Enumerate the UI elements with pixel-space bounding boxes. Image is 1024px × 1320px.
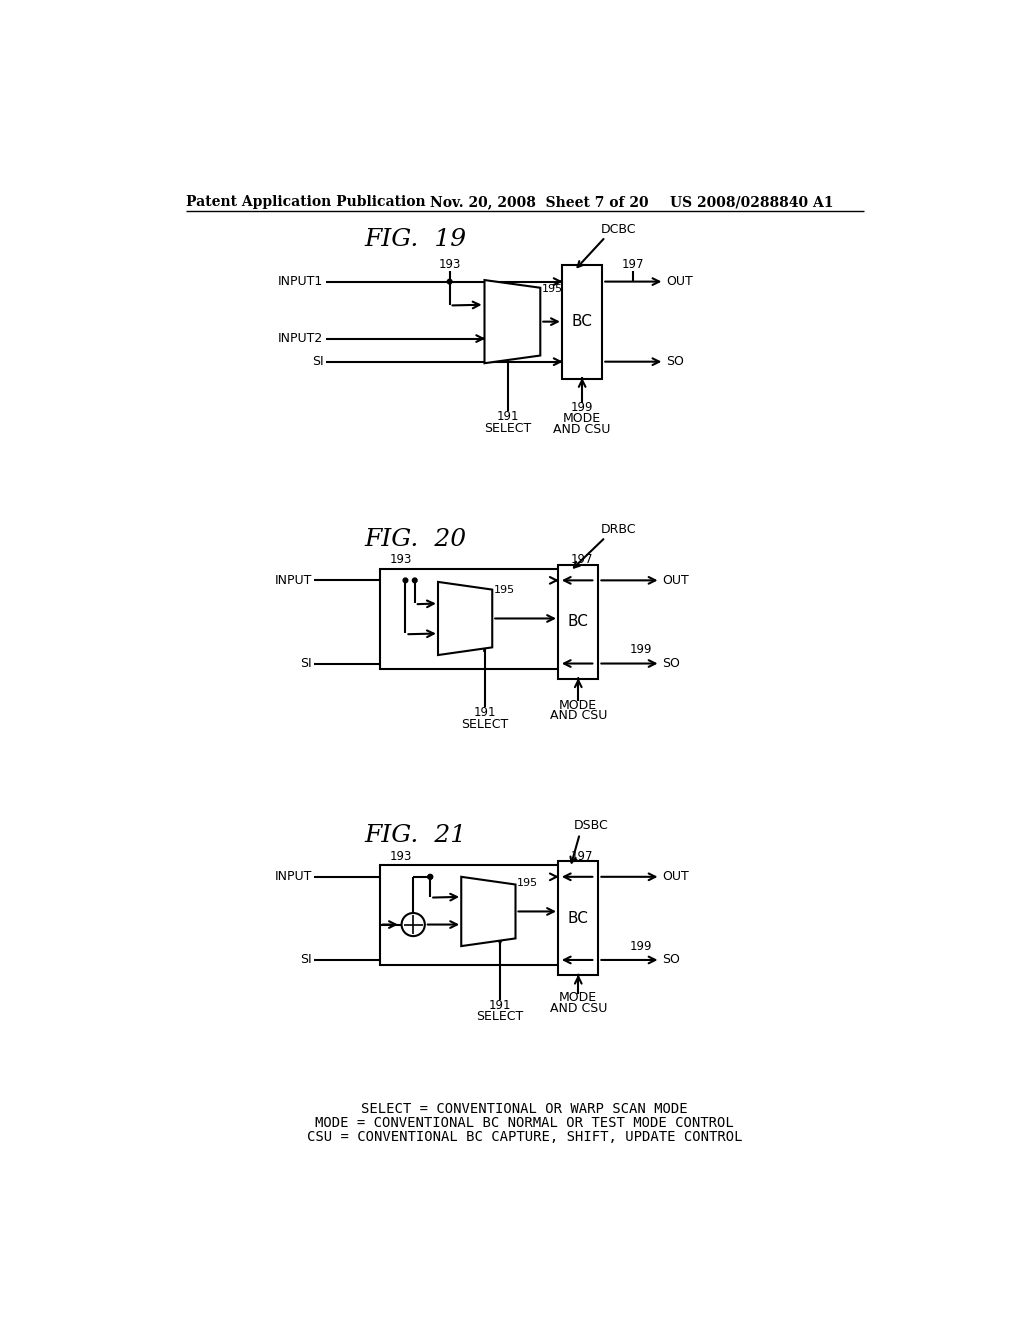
Text: SI: SI xyxy=(300,953,311,966)
Text: FIG.  21: FIG. 21 xyxy=(365,825,467,847)
Text: FIG.  20: FIG. 20 xyxy=(365,528,467,550)
Text: SO: SO xyxy=(666,355,684,368)
Text: 195: 195 xyxy=(517,878,539,888)
Text: 195: 195 xyxy=(542,284,563,294)
Text: 197: 197 xyxy=(622,259,644,271)
Text: 193: 193 xyxy=(389,850,412,862)
Text: SO: SO xyxy=(662,953,680,966)
Text: 199: 199 xyxy=(571,400,593,413)
Text: MODE: MODE xyxy=(559,698,597,711)
Circle shape xyxy=(428,875,432,879)
Bar xyxy=(380,866,597,965)
Bar xyxy=(558,565,598,678)
Text: DRBC: DRBC xyxy=(601,523,636,536)
Bar xyxy=(562,264,602,379)
Text: SELECT: SELECT xyxy=(461,718,508,731)
Text: 199: 199 xyxy=(630,940,652,953)
Text: MUX: MUX xyxy=(475,904,507,919)
Text: OUT: OUT xyxy=(662,574,689,587)
Polygon shape xyxy=(438,582,493,655)
Text: INPUT: INPUT xyxy=(274,870,311,883)
Text: SO: SO xyxy=(662,657,680,671)
Text: 191: 191 xyxy=(488,999,511,1012)
Text: AND CSU: AND CSU xyxy=(550,1002,607,1015)
Text: IN1: IN1 xyxy=(464,892,483,902)
Text: IN2: IN2 xyxy=(488,334,507,343)
Circle shape xyxy=(403,578,408,582)
Text: MUX: MUX xyxy=(499,314,530,329)
Text: IN1: IN1 xyxy=(441,598,460,609)
Text: US 2008/0288840 A1: US 2008/0288840 A1 xyxy=(671,195,834,210)
Text: BC: BC xyxy=(568,911,589,925)
Text: SELECT: SELECT xyxy=(484,422,531,436)
Text: OUT: OUT xyxy=(662,870,689,883)
Text: SELECT: SELECT xyxy=(476,1010,523,1023)
Text: Patent Application Publication: Patent Application Publication xyxy=(186,195,426,210)
Text: 193: 193 xyxy=(438,259,461,271)
Text: BC: BC xyxy=(571,314,593,329)
Text: 199: 199 xyxy=(630,643,652,656)
Text: Nov. 20, 2008  Sheet 7 of 20: Nov. 20, 2008 Sheet 7 of 20 xyxy=(430,195,649,210)
Text: IN2: IN2 xyxy=(441,628,460,639)
Text: MODE: MODE xyxy=(563,412,601,425)
Text: DSBC: DSBC xyxy=(573,820,608,833)
Text: 197: 197 xyxy=(570,850,593,862)
Bar xyxy=(558,862,598,975)
Bar xyxy=(380,569,597,669)
Text: SELECT = CONVENTIONAL OR WARP SCAN MODE: SELECT = CONVENTIONAL OR WARP SCAN MODE xyxy=(361,1102,688,1117)
Text: 191: 191 xyxy=(473,706,496,719)
Circle shape xyxy=(413,578,417,582)
Text: OUT: OUT xyxy=(666,275,692,288)
Text: 191: 191 xyxy=(497,409,519,422)
Text: 193: 193 xyxy=(389,553,412,566)
Text: FIG.  19: FIG. 19 xyxy=(365,228,467,251)
Text: IN1: IN1 xyxy=(488,300,507,310)
Text: MUX: MUX xyxy=(452,611,483,626)
Text: CSU = CONVENTIONAL BC CAPTURE, SHIFT, UPDATE CONTROL: CSU = CONVENTIONAL BC CAPTURE, SHIFT, UP… xyxy=(307,1130,742,1144)
Text: INPUT2: INPUT2 xyxy=(279,333,324,345)
Text: BC: BC xyxy=(568,614,589,630)
Text: SI: SI xyxy=(311,355,324,368)
Text: DCBC: DCBC xyxy=(601,223,636,236)
Text: IN2: IN2 xyxy=(466,921,484,931)
Text: INPUT1: INPUT1 xyxy=(279,275,324,288)
Text: AND CSU: AND CSU xyxy=(553,422,611,436)
Text: MODE = CONVENTIONAL BC NORMAL OR TEST MODE CONTROL: MODE = CONVENTIONAL BC NORMAL OR TEST MO… xyxy=(315,1117,734,1130)
Polygon shape xyxy=(484,280,541,363)
Text: 195: 195 xyxy=(494,585,515,594)
Circle shape xyxy=(428,875,432,879)
Circle shape xyxy=(447,280,452,284)
Text: 197: 197 xyxy=(570,553,593,566)
Text: INPUT: INPUT xyxy=(274,574,311,587)
Text: AND CSU: AND CSU xyxy=(550,709,607,722)
Text: SI: SI xyxy=(300,657,311,671)
Text: MODE: MODE xyxy=(559,991,597,1005)
Polygon shape xyxy=(461,876,515,946)
